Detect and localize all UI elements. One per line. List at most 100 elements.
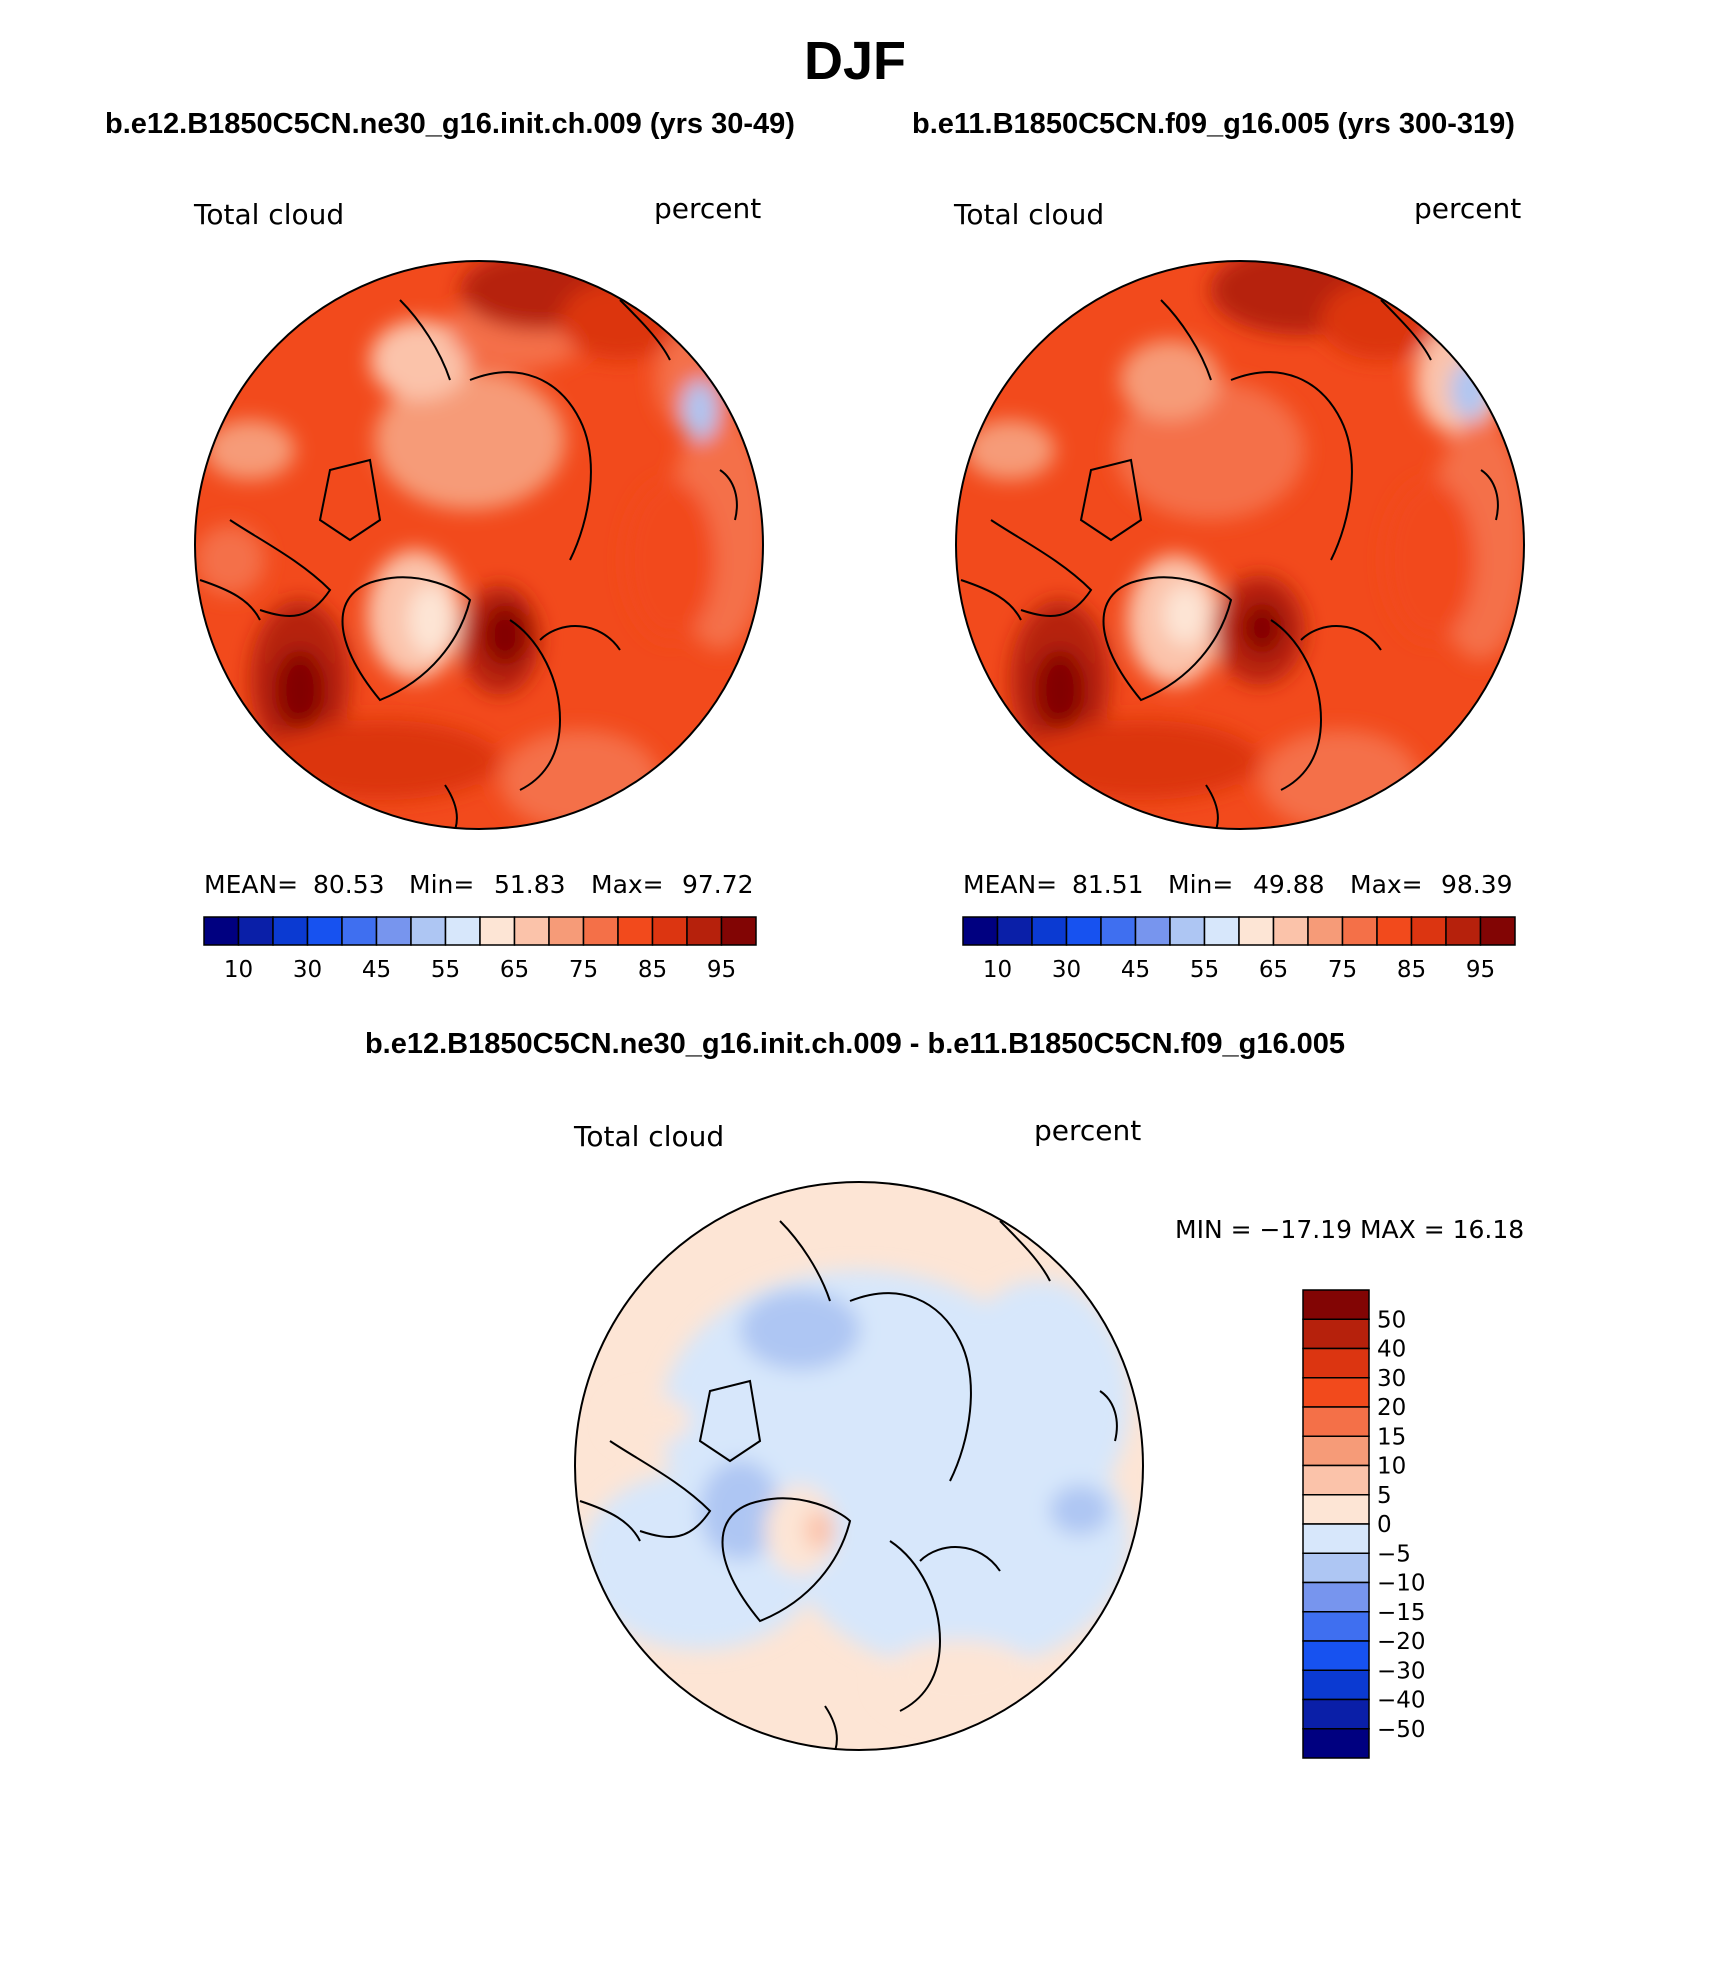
panel1-colorbar-tick-label: 85	[638, 957, 667, 983]
panel1-max-value: 97.72	[682, 870, 754, 899]
panel1-mean-label: MEAN=	[204, 870, 299, 899]
case-a-title: b.e12.B1850C5CN.ne30_g16.init.ch.009 (yr…	[105, 108, 795, 140]
diff-minmax: MIN = −17.19 MAX = 16.18	[1175, 1215, 1525, 1244]
diff-colorbar-tick-label: 0	[1377, 1512, 1392, 1538]
diff-units: percent	[1034, 1114, 1142, 1147]
panel1-colorbar-swatch	[686, 916, 723, 946]
diff-colorbar-tick-label: 20	[1377, 1395, 1406, 1421]
panel1-colorbar-swatch	[444, 916, 481, 946]
panel2-max-label: Max=	[1350, 870, 1423, 899]
diff-variable: Total cloud	[574, 1120, 725, 1153]
panel2-min-value: 49.88	[1253, 870, 1325, 899]
panel1-colorbar-swatch	[582, 916, 619, 946]
panel2-colorbar-tick-label: 55	[1190, 957, 1219, 983]
diff-map-border	[574, 1181, 1144, 1751]
panel2-cloud-patterns	[965, 261, 1524, 829]
panel1-map-border	[194, 260, 764, 830]
diff-colorbar-tick-label: −10	[1377, 1571, 1426, 1597]
panel1-colorbar-swatch	[272, 916, 309, 946]
panel2-mean-label: MEAN=	[963, 870, 1058, 899]
diff-title: b.e12.B1850C5CN.ne30_g16.init.ch.009 - b…	[364, 1028, 1346, 1060]
panel2-coastlines	[960, 299, 1499, 829]
diff-colorbar-tick-label: 30	[1377, 1366, 1406, 1392]
diff-colorbar-tick-label: 50	[1377, 1307, 1406, 1333]
diff-colorbar-tick-label: −20	[1377, 1629, 1426, 1655]
diff-colorbar-swatch	[1302, 1523, 1370, 1554]
case-b-title: b.e11.B1850C5CN.f09_g16.005 (yrs 300-319…	[912, 108, 1515, 140]
diff-colorbar-swatch	[1302, 1669, 1370, 1701]
panel2-colorbar: 10 30 45 55 65 75 85 95	[962, 916, 1516, 983]
panel2-colorbar-swatch	[1169, 916, 1206, 946]
panel1-colorbar-swatch	[375, 916, 412, 946]
panel2-colorbar-swatch	[1445, 916, 1482, 946]
panel1-colorbar-swatch	[237, 916, 274, 946]
panel2-min-label: Min=	[1168, 870, 1234, 899]
diff-colorbar-swatch	[1302, 1728, 1370, 1759]
panel2-colorbar-tick-label: 45	[1121, 957, 1150, 983]
panel1-colorbar-tick-label: 30	[293, 957, 322, 983]
panel1-colorbar-swatch	[720, 916, 757, 946]
diff-colorbar-tick-label: 10	[1377, 1454, 1406, 1480]
panel2-colorbar-tick-label: 65	[1259, 957, 1288, 983]
diff-colorbar-swatch	[1302, 1552, 1370, 1584]
panel1-mean-value: 80.53	[313, 870, 385, 899]
panel1-colorbar-swatch	[341, 916, 378, 946]
panel1-colorbar-tick-label: 95	[707, 957, 736, 983]
panel2-variable: Total cloud	[954, 198, 1105, 231]
panel2-map-border	[955, 260, 1525, 830]
panel1-map	[194, 260, 764, 830]
diff-colorbar-swatch	[1302, 1347, 1370, 1379]
diff-coastlines	[579, 1220, 1118, 1750]
diff-colorbar-tick-label: −15	[1377, 1600, 1426, 1626]
panel2-colorbar-swatch	[1272, 916, 1309, 946]
diff-colorbar-tick-label: 40	[1377, 1337, 1406, 1363]
panel2-colorbar-swatch	[1238, 916, 1275, 946]
panel2-colorbar-tick-label: 10	[983, 957, 1012, 983]
panel2-colorbar-swatch	[1479, 916, 1516, 946]
panel2-colorbar-swatch	[1100, 916, 1137, 946]
panel2-colorbar-swatch	[996, 916, 1033, 946]
panel2-mean-value: 81.51	[1072, 870, 1144, 899]
diff-map	[574, 1181, 1144, 1751]
panel1-units: percent	[654, 192, 762, 225]
diff-colorbar-swatch	[1302, 1318, 1370, 1350]
panel2-colorbar-swatch	[1203, 916, 1240, 946]
panel2-colorbar-swatch	[1410, 916, 1447, 946]
diff-colorbar-swatch	[1302, 1289, 1370, 1320]
panel1-colorbar-swatch	[513, 916, 550, 946]
diff-colorbar-swatch	[1302, 1464, 1370, 1496]
panel2-map	[955, 260, 1525, 830]
panel1-colorbar-tick-label: 75	[569, 957, 598, 983]
diff-colorbar-swatch	[1302, 1435, 1370, 1467]
panel1-colorbar-swatch	[617, 916, 654, 946]
diff-colorbar-swatch	[1302, 1698, 1370, 1730]
main-title: DJF	[803, 31, 906, 91]
panel2-colorbar-swatch	[962, 916, 999, 946]
diff-colorbar-tick-label: −50	[1377, 1717, 1426, 1743]
diff-colorbar-tick-label: 5	[1377, 1483, 1392, 1509]
panel2-units: percent	[1414, 192, 1522, 225]
diff-colorbar-swatch	[1302, 1406, 1370, 1437]
panel2-colorbar-tick-label: 75	[1328, 957, 1357, 983]
panel1-colorbar-tick-label: 65	[500, 957, 529, 983]
panel1-colorbar-swatch	[410, 916, 447, 946]
panel2-colorbar-swatch	[1376, 916, 1413, 946]
panel1-colorbar-tick-label: 55	[431, 957, 460, 983]
panel1-min-value: 51.83	[494, 870, 566, 899]
diff-colorbar-swatch	[1302, 1494, 1370, 1525]
diff-colorbar-swatch	[1302, 1611, 1370, 1642]
panel1-colorbar-swatch	[306, 916, 343, 946]
panel1-colorbar-swatch	[479, 916, 516, 946]
panel1-colorbar: 10 30 45 55 65 75 85 95	[203, 916, 757, 983]
panel2-colorbar-swatch	[1031, 916, 1068, 946]
panel2-colorbar-tick-label: 95	[1466, 957, 1495, 983]
panel2-colorbar-swatch	[1134, 916, 1171, 946]
panel1-colorbar-swatch	[651, 916, 688, 946]
panel2-colorbar-swatch	[1065, 916, 1102, 946]
panel1-colorbar-tick-label: 45	[362, 957, 391, 983]
diff-colorbar-tick-label: −30	[1377, 1658, 1426, 1684]
panel1-min-label: Min=	[409, 870, 475, 899]
panel2-colorbar-tick-label: 30	[1052, 957, 1081, 983]
panel2-colorbar-swatch	[1341, 916, 1378, 946]
